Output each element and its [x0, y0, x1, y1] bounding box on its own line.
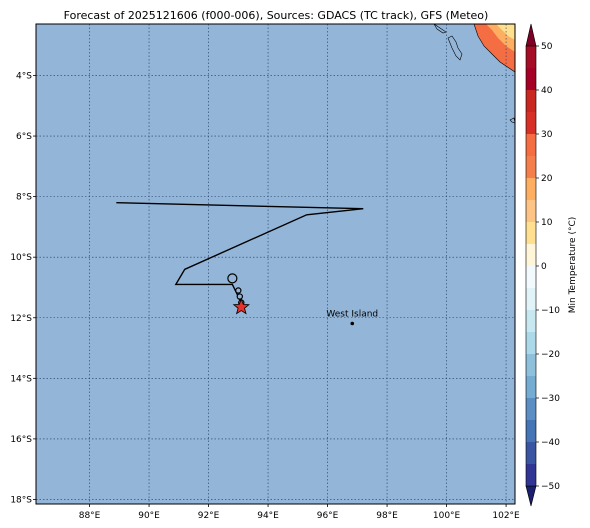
- colorbar-tick-label: −20: [541, 350, 560, 360]
- latitude-tick-label: 10°S: [10, 253, 32, 263]
- latitude-tick-label: 6°S: [16, 132, 32, 142]
- colorbar-bin: [526, 178, 536, 200]
- storm-center-star-icon: [232, 298, 250, 315]
- colorbar-tick-label: 40: [541, 86, 553, 96]
- latitude-tick-label: 14°S: [10, 374, 32, 384]
- colorbar-bin: [526, 200, 536, 222]
- colorbar-bin: [526, 46, 536, 68]
- hottest-temperature-region: [496, 24, 515, 40]
- colorbar-bin: [526, 112, 536, 134]
- colorbar-bin: [526, 420, 536, 442]
- place-markers: West Island: [326, 310, 378, 326]
- latitude-tick-label: 16°S: [10, 435, 32, 445]
- longitude-tick-label: 94°E: [257, 511, 279, 521]
- island-outline: [509, 117, 515, 124]
- colorbar-bin: [526, 442, 536, 464]
- colorbar-bin: [526, 310, 536, 332]
- place-label: West Island: [326, 310, 378, 320]
- colorbar-bin: [526, 90, 536, 112]
- latitude-tick-label: 18°S: [10, 495, 32, 505]
- gridlines: [36, 24, 515, 504]
- colorbar-extend-max: [525, 23, 537, 47]
- colorbar-bin: [526, 266, 536, 288]
- latitude-axis: 4°S 6°S 8°S 10°S 12°S 14°S 16°S 18°S: [10, 71, 36, 505]
- place-dot: [350, 321, 355, 326]
- colorbar-bin: [526, 332, 536, 354]
- island-outline: [433, 24, 447, 34]
- longitude-tick-label: 90°E: [138, 511, 160, 521]
- colorbar: 50 40 30 20 10 0 −10 −20 −30 −40 −50: [525, 23, 560, 507]
- colorbar-tick-label: −30: [541, 394, 560, 404]
- colorbar-bin: [526, 156, 536, 178]
- storm-track: [116, 201, 364, 315]
- colorbar-tick-label: 20: [541, 174, 553, 184]
- longitude-tick-label: 100°E: [433, 511, 461, 521]
- longitude-axis: 88°E 90°E 92°E 94°E 96°E 98°E 100°E 102°E: [79, 504, 520, 521]
- map-frame: [35, 23, 516, 505]
- longitude-tick-label: 102°E: [492, 511, 520, 521]
- track-position-marker: [235, 287, 242, 294]
- colorbar-tick-label: 0: [541, 262, 547, 272]
- latitude-tick-label: 8°S: [16, 193, 32, 203]
- colorbar-tick-label: 10: [541, 218, 553, 228]
- colorbar-bin: [526, 134, 536, 156]
- colorbar-bin: [526, 398, 536, 420]
- latitude-tick-label: 12°S: [10, 314, 32, 324]
- colorbar-label: Min Temperature (°C): [568, 217, 578, 314]
- longitude-tick-label: 88°E: [79, 511, 101, 521]
- ocean-area: [36, 24, 515, 504]
- track-position-marker: [227, 273, 238, 284]
- longitude-tick-label: 98°E: [376, 511, 398, 521]
- island-outline: [447, 35, 463, 61]
- colorbar-bin: [526, 222, 536, 244]
- longitude-tick-label: 92°E: [198, 511, 220, 521]
- colorbar-tick-label: 30: [541, 130, 553, 140]
- latitude-tick-label: 4°S: [16, 71, 32, 81]
- colorbar-bin: [526, 288, 536, 310]
- colorbar-bin: [526, 464, 536, 486]
- colorbar-tick-label: −50: [541, 482, 560, 492]
- colorbar-bin: [526, 376, 536, 398]
- track-position-marker: [236, 293, 243, 300]
- map-title: Forecast of 2025121606 (f000-006), Sourc…: [64, 9, 489, 22]
- colorbar-bin: [526, 354, 536, 376]
- colorbar-extend-min: [525, 485, 537, 507]
- colorbar-bin: [526, 68, 536, 90]
- colorbar-bin: [526, 244, 536, 266]
- colorbar-tick-label: −10: [541, 306, 560, 316]
- colorbar-tick-label: 50: [541, 42, 553, 52]
- longitude-tick-label: 96°E: [317, 511, 339, 521]
- colorbar-tick-label: −40: [541, 438, 560, 448]
- coastline: [473, 24, 515, 73]
